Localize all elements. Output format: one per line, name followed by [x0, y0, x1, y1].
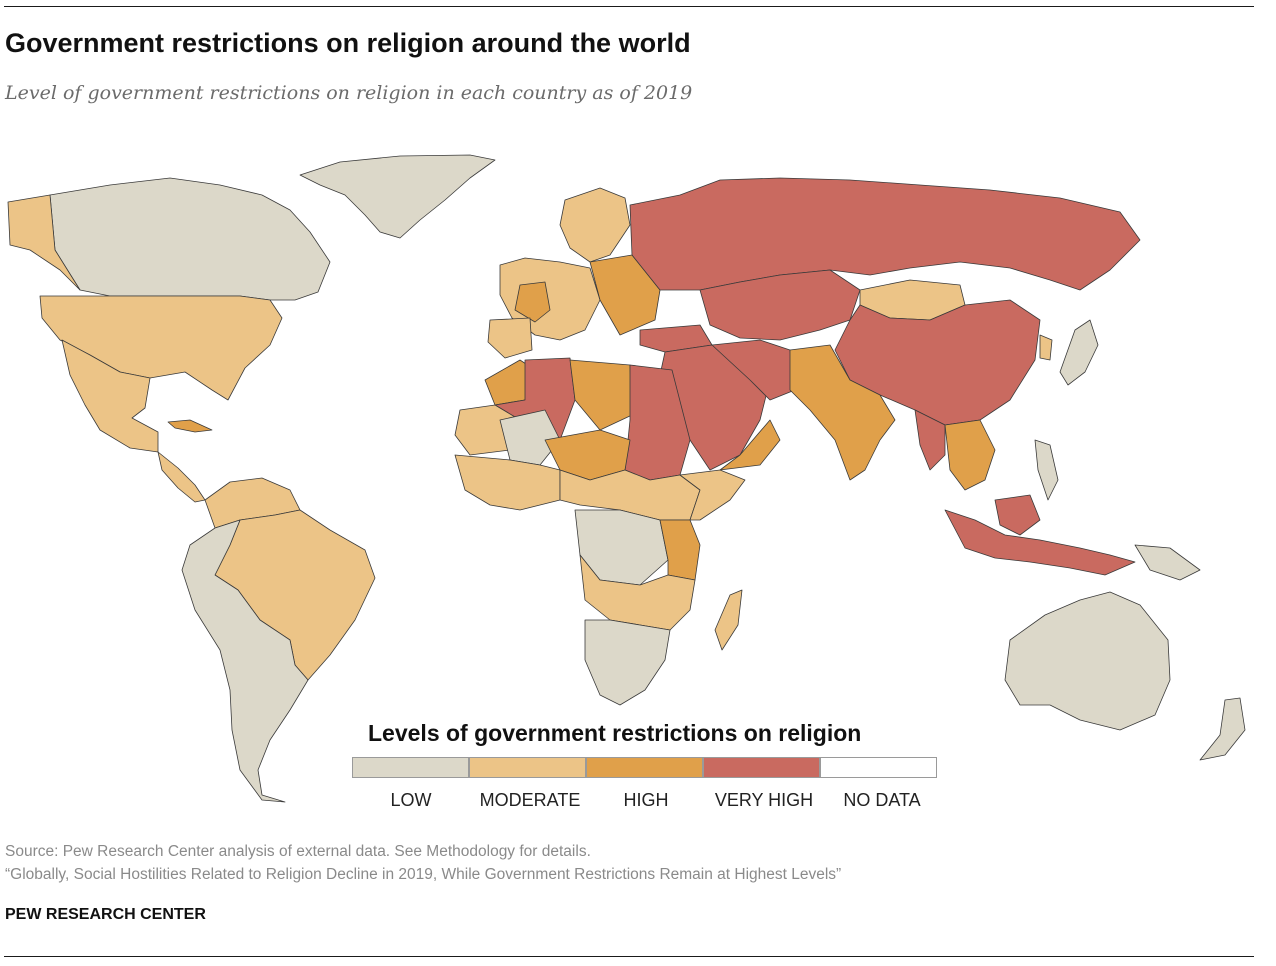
korea-region [1039, 334, 1053, 361]
chart-title: Government restrictions on religion arou… [5, 28, 691, 58]
borneo-region [994, 494, 1041, 536]
legend-swatch-low [352, 757, 469, 778]
organization-name: PEW RESEARCH CENTER [5, 906, 206, 923]
legend-label-very-high: VERY HIGH [714, 790, 814, 810]
world-map [7, 154, 1246, 803]
legend-label-high: HIGH [623, 790, 669, 810]
russia-region [629, 177, 1141, 291]
australia-region [1004, 591, 1171, 731]
indochina-region [944, 419, 996, 491]
new-zealand-region [1199, 697, 1246, 761]
source-report-title: “Globally, Social Hostilities Related to… [5, 866, 842, 883]
madagascar-region [714, 589, 743, 651]
legend-label-no-data: NO DATA [843, 790, 921, 810]
legend-label-moderate: MODERATE [479, 790, 581, 810]
east-africa-region [659, 519, 701, 581]
southern-africa-region [584, 619, 671, 706]
philippines-region [1034, 439, 1059, 501]
top-rule [4, 6, 1254, 7]
legend-swatch-high [586, 757, 703, 778]
canada-region [49, 177, 331, 301]
source-note: Source: Pew Research Center analysis of … [5, 843, 591, 860]
oman-yemen-region [719, 419, 781, 471]
central-america-region [157, 451, 206, 503]
bottom-rule [4, 956, 1254, 957]
libya-region [569, 359, 633, 431]
legend-label-low: LOW [390, 790, 432, 810]
southern-central-africa-region [579, 554, 696, 631]
west-africa-region [454, 454, 561, 511]
alaska-region [7, 194, 81, 291]
indonesia-region [944, 509, 1136, 576]
south-asia-region [789, 344, 896, 481]
japan-region [1059, 319, 1099, 386]
legend-swatch-very-high [703, 757, 820, 778]
legend-swatch-moderate [469, 757, 586, 778]
chart-subtitle: Level of government restrictions on reli… [5, 82, 693, 104]
papua-region [1134, 544, 1201, 581]
iberia-region [487, 317, 533, 359]
myanmar-region [914, 409, 946, 471]
legend-swatch-no-data [820, 757, 937, 778]
mali-niger-region [499, 409, 561, 466]
cuba-region [167, 419, 213, 433]
legend-color-bar [352, 757, 937, 778]
west-south-america-region [181, 519, 309, 803]
france-region [514, 281, 551, 323]
scandinavia-region [559, 187, 631, 263]
horn-of-africa-region [679, 469, 746, 521]
mexico-region [61, 339, 159, 453]
greenland-region [299, 154, 496, 239]
legend-title: Levels of government restrictions on rel… [368, 720, 862, 746]
